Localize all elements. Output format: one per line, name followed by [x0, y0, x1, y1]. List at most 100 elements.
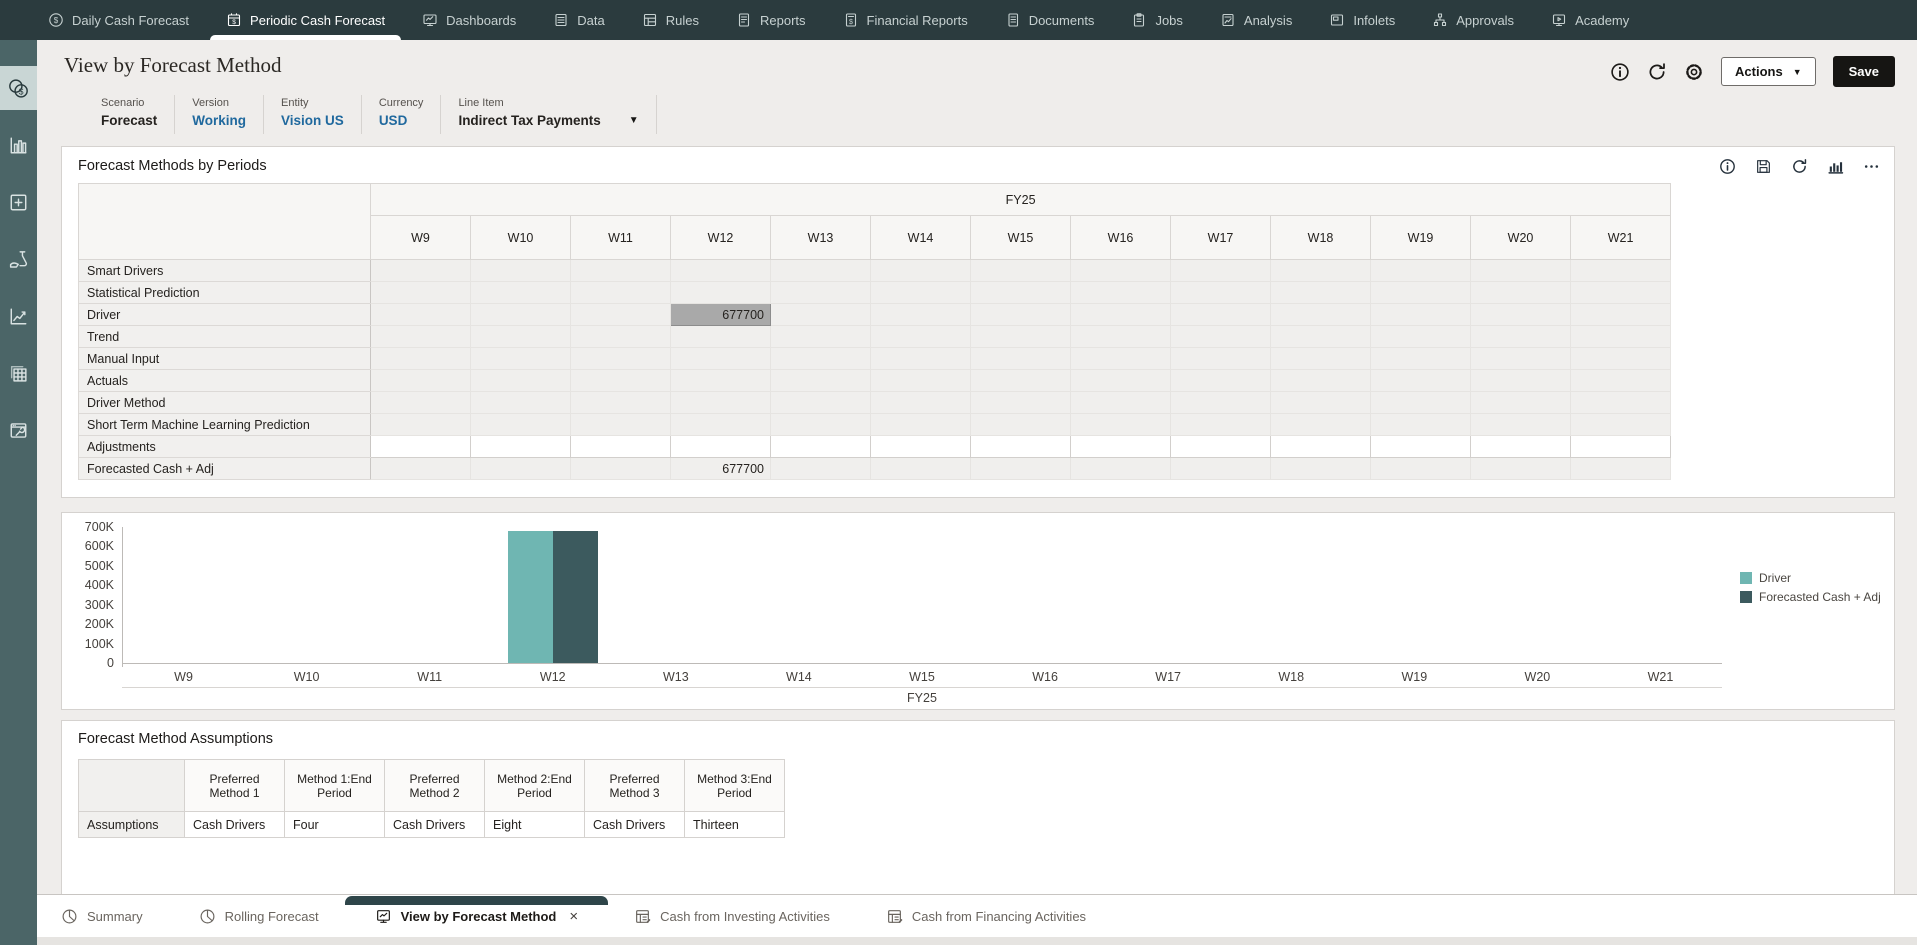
assumptions-column-method-2-end-period[interactable]: Method 2:End Period [484, 759, 585, 812]
row-header-trend[interactable]: Trend [78, 325, 371, 348]
assumptions-column-method-1-end-period[interactable]: Method 1:End Period [284, 759, 385, 812]
chevron-down-icon[interactable]: ▼ [628, 115, 639, 126]
grid-cell-statistical-prediction-w19[interactable] [1370, 281, 1471, 304]
grid-cell-manual-input-w13[interactable] [770, 347, 871, 370]
grid-cell-smart-drivers-w14[interactable] [870, 259, 971, 282]
nav-item-dashboards[interactable]: Dashboards [422, 0, 516, 40]
grid-cell-actuals-w15[interactable] [970, 369, 1071, 392]
grid-cell-trend-w19[interactable] [1370, 325, 1471, 348]
grid-cell-adjustments-w9[interactable] [370, 435, 471, 458]
grid-cell-adjustments-w17[interactable] [1170, 435, 1271, 458]
grid-cell-driver-w18[interactable] [1270, 303, 1371, 326]
grid-cell-adjustments-w14[interactable] [870, 435, 971, 458]
grid-cell-forecasted-cash-adj-w21[interactable] [1570, 457, 1672, 480]
grid-cell-short-term-machine-learning-prediction-w15[interactable] [970, 413, 1071, 436]
grid-cell-forecasted-cash-adj-w19[interactable] [1370, 457, 1471, 480]
grid-cell-smart-drivers-w16[interactable] [1070, 259, 1171, 282]
row-header-driver-method[interactable]: Driver Method [78, 391, 371, 414]
grid-cell-forecasted-cash-adj-w11[interactable] [570, 457, 671, 480]
grid-cell-driver-w21[interactable] [1570, 303, 1672, 326]
grid-cell-smart-drivers-w17[interactable] [1170, 259, 1271, 282]
grid-cell-manual-input-w18[interactable] [1270, 347, 1371, 370]
grid-cell-forecasted-cash-adj-w10[interactable] [470, 457, 571, 480]
grid-cell-forecasted-cash-adj-w13[interactable] [770, 457, 871, 480]
grid-cell-actuals-w17[interactable] [1170, 369, 1271, 392]
grid-cell-statistical-prediction-w15[interactable] [970, 281, 1071, 304]
grid-cell-forecasted-cash-adj-w12[interactable]: 677700 [670, 457, 771, 480]
refresh-icon[interactable] [1791, 158, 1808, 175]
grid-cell-driver-w10[interactable] [470, 303, 571, 326]
grid-cell-actuals-w21[interactable] [1570, 369, 1672, 392]
grid-cell-short-term-machine-learning-prediction-w9[interactable] [370, 413, 471, 436]
ellipsis-icon[interactable] [1863, 158, 1880, 175]
grid-cell-driver-w15[interactable] [970, 303, 1071, 326]
grid-cell-smart-drivers-w12[interactable] [670, 259, 771, 282]
sidebar-item-cash-coins[interactable]: $ [0, 66, 37, 110]
grid-cell-manual-input-w21[interactable] [1570, 347, 1672, 370]
column-header-w18[interactable]: W18 [1270, 215, 1371, 260]
grid-cell-forecasted-cash-adj-w17[interactable] [1170, 457, 1271, 480]
grid-cell-adjustments-w20[interactable] [1470, 435, 1571, 458]
grid-cell-driver-method-w21[interactable] [1570, 391, 1672, 414]
grid-cell-actuals-w11[interactable] [570, 369, 671, 392]
row-header-forecasted-cash-adj[interactable]: Forecasted Cash + Adj [78, 457, 371, 480]
grid-cell-manual-input-w10[interactable] [470, 347, 571, 370]
grid-cell-actuals-w19[interactable] [1370, 369, 1471, 392]
grid-cell-statistical-prediction-w17[interactable] [1170, 281, 1271, 304]
nav-item-reports[interactable]: Reports [736, 0, 806, 40]
sidebar-item-data-grid[interactable] [0, 351, 37, 395]
grid-cell-trend-w11[interactable] [570, 325, 671, 348]
grid-cell-short-term-machine-learning-prediction-w16[interactable] [1070, 413, 1171, 436]
grid-cell-short-term-machine-learning-prediction-w13[interactable] [770, 413, 871, 436]
grid-cell-driver-method-w19[interactable] [1370, 391, 1471, 414]
nav-item-financial-reports[interactable]: $ Financial Reports [843, 0, 968, 40]
save-button[interactable]: Save [1832, 56, 1895, 87]
grid-cell-manual-input-w20[interactable] [1470, 347, 1571, 370]
grid-cell-actuals-w16[interactable] [1070, 369, 1171, 392]
grid-cell-manual-input-w12[interactable] [670, 347, 771, 370]
grid-cell-actuals-w13[interactable] [770, 369, 871, 392]
grid-cell-trend-w20[interactable] [1470, 325, 1571, 348]
assumptions-column-preferred-method-2[interactable]: Preferred Method 2 [384, 759, 485, 812]
row-header-statistical-prediction[interactable]: Statistical Prediction [78, 281, 371, 304]
grid-cell-driver-w13[interactable] [770, 303, 871, 326]
pov-value-currency[interactable]: USD [379, 113, 424, 128]
assumptions-row-header[interactable]: Assumptions [78, 811, 185, 838]
grid-cell-smart-drivers-w13[interactable] [770, 259, 871, 282]
grid-cell-driver-method-w14[interactable] [870, 391, 971, 414]
grid-cell-short-term-machine-learning-prediction-w11[interactable] [570, 413, 671, 436]
grid-cell-manual-input-w9[interactable] [370, 347, 471, 370]
nav-item-documents[interactable]: Documents [1005, 0, 1094, 40]
column-header-w12[interactable]: W12 [670, 215, 771, 260]
sidebar-item-plus-square[interactable] [0, 180, 37, 224]
grid-cell-manual-input-w15[interactable] [970, 347, 1071, 370]
grid-cell-statistical-prediction-w11[interactable] [570, 281, 671, 304]
grid-cell-smart-drivers-w10[interactable] [470, 259, 571, 282]
column-header-w10[interactable]: W10 [470, 215, 571, 260]
grid-cell-adjustments-w15[interactable] [970, 435, 1071, 458]
refresh-icon[interactable] [1647, 62, 1667, 82]
grid-cell-adjustments-w11[interactable] [570, 435, 671, 458]
grid-cell-trend-w21[interactable] [1570, 325, 1672, 348]
column-header-w15[interactable]: W15 [970, 215, 1071, 260]
row-header-actuals[interactable]: Actuals [78, 369, 371, 392]
grid-cell-driver-method-w18[interactable] [1270, 391, 1371, 414]
grid-cell-adjustments-w21[interactable] [1570, 435, 1672, 458]
grid-cell-short-term-machine-learning-prediction-w18[interactable] [1270, 413, 1371, 436]
nav-item-infolets[interactable]: Infolets [1329, 0, 1395, 40]
column-header-w21[interactable]: W21 [1569, 215, 1672, 260]
grid-cell-actuals-w20[interactable] [1470, 369, 1571, 392]
nav-item-approvals[interactable]: Approvals [1432, 0, 1514, 40]
sidebar-item-tools[interactable] [0, 408, 37, 452]
grid-cell-driver-method-w16[interactable] [1070, 391, 1171, 414]
grid-cell-driver-method-w15[interactable] [970, 391, 1071, 414]
sidebar-item-hand-flask[interactable] [0, 237, 37, 281]
grid-cell-driver-w14[interactable] [870, 303, 971, 326]
nav-item-analysis[interactable]: Analysis [1220, 0, 1292, 40]
pov-value-version[interactable]: Working [192, 113, 246, 128]
column-header-w19[interactable]: W19 [1370, 215, 1471, 260]
bottom-tab-rolling-forecast[interactable]: Rolling Forecast [199, 908, 319, 925]
grid-cell-actuals-w14[interactable] [870, 369, 971, 392]
assumptions-cell-method-2-end-period[interactable]: Eight [484, 811, 585, 838]
gear-icon[interactable] [1684, 62, 1704, 82]
